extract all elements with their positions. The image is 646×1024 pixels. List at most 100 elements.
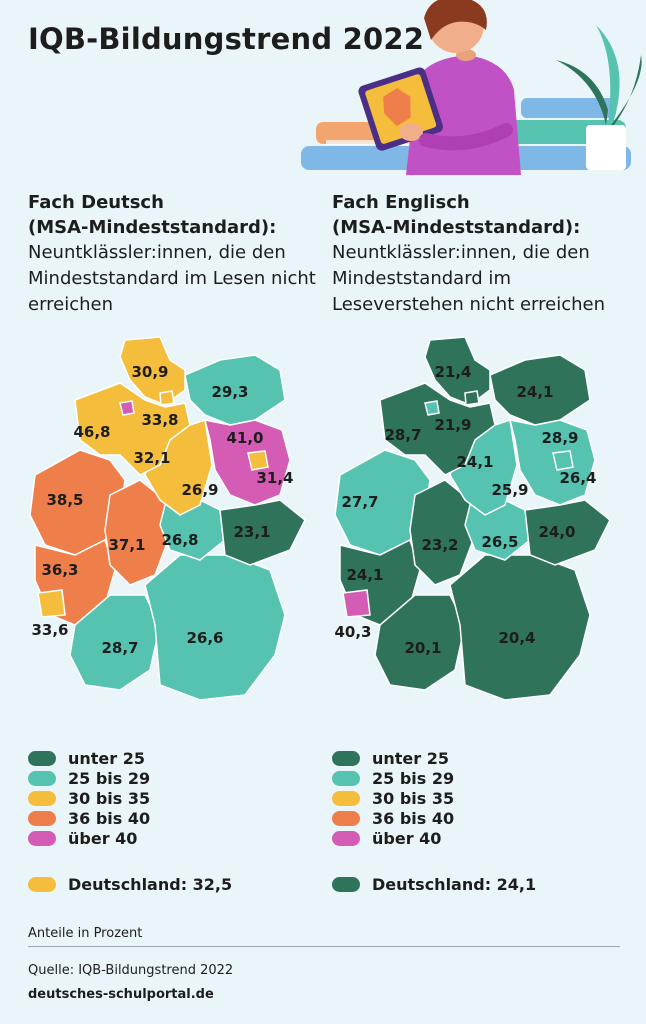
- deutsch-state-bremen: [119, 400, 135, 416]
- germany-map-englisch: 21,4 24,1 28,7 21,9 28,9 24,1 26,4 27,7 25,9 24,0…: [334, 336, 611, 701]
- englisch-state-bayern: [449, 554, 591, 701]
- deutsch-state-hessen: [104, 479, 171, 586]
- deutsch-value-label: 38,5: [46, 491, 83, 509]
- page-title: IQB-Bildungstrend 2022: [28, 22, 425, 56]
- englisch-value-label: 28,9: [541, 429, 578, 447]
- deutsch-value-label: 41,0: [226, 429, 263, 447]
- deutsch-value-label: 26,8: [161, 531, 198, 549]
- deutsch-value-label: 36,3: [41, 561, 78, 579]
- englisch-value-label: 20,1: [404, 639, 441, 657]
- total-englisch: Deutschland: 24,1: [332, 875, 536, 894]
- legend-label: über 40: [68, 828, 138, 848]
- legend-label: 30 bis 35: [372, 788, 455, 808]
- englisch-description: Neuntklässler:innen, die den Mindeststan…: [332, 242, 606, 315]
- legend-label: 25 bis 29: [372, 768, 455, 788]
- englisch-value-label: 28,7: [384, 426, 421, 444]
- deutsch-state-baden-w-rttemberg: [69, 594, 161, 691]
- legend-swatch: [28, 810, 56, 826]
- total-englisch-label: Deutschland: 24,1: [372, 875, 537, 894]
- legend-item: 36 bis 40: [28, 808, 150, 828]
- deutsch-state-hamburg: [159, 390, 175, 406]
- deutsch-state-schleswig-holstein: [119, 336, 186, 406]
- deutsch-value-label: 26,9: [181, 481, 218, 499]
- englisch-state-hessen: [409, 479, 476, 586]
- deutsch-heading: Fach Deutsch (MSA-Mindeststandard): Neun…: [28, 190, 328, 318]
- deutsch-state-bayern: [144, 554, 286, 701]
- legend-label: unter 25: [68, 748, 146, 768]
- englisch-value-label: 24,0: [538, 523, 575, 541]
- legend-englisch: unter 25 25 bis 29 30 bis 35 36 bis 40 über …: [332, 748, 454, 848]
- englisch-subtitle: (MSA-Mindeststandard):: [332, 217, 581, 238]
- legend-swatch: [332, 810, 360, 826]
- englisch-value-label: 25,9: [491, 481, 528, 499]
- englisch-state-bremen: [424, 400, 440, 416]
- englisch-state-schleswig-holstein: [424, 336, 491, 406]
- englisch-value-label: 21,9: [434, 416, 471, 434]
- legend-swatch: [332, 790, 360, 806]
- englisch-value-label: 26,4: [559, 469, 596, 487]
- legend-swatch: [332, 770, 360, 786]
- legend-swatch: [28, 830, 56, 846]
- legend-item: unter 25: [28, 748, 150, 768]
- legend-item: 25 bis 29: [28, 768, 150, 788]
- englisch-heading: Fach Englisch (MSA-Mindeststandard): Neu…: [332, 190, 632, 318]
- englisch-value-label: 40,3: [334, 623, 371, 641]
- englisch-value-label: 24,1: [456, 453, 493, 471]
- legend-label: 36 bis 40: [68, 808, 151, 828]
- deutsch-value-label: 26,6: [186, 629, 223, 647]
- englisch-value-label: 20,4: [498, 629, 535, 647]
- englisch-value-label: 27,7: [341, 493, 378, 511]
- legend-item: 30 bis 35: [28, 788, 150, 808]
- deutsch-value-label: 23,1: [233, 523, 270, 541]
- deutsch-value-label: 33,6: [31, 621, 68, 639]
- legend-item: 36 bis 40: [332, 808, 454, 828]
- legend-item: über 40: [332, 828, 454, 848]
- site-link[interactable]: deutsches-schulportal.de: [28, 987, 214, 1002]
- legend-label: 25 bis 29: [68, 768, 151, 788]
- deutsch-description: Neuntklässler:innen, die den Mindeststan…: [28, 242, 316, 315]
- englisch-value-label: 21,4: [434, 363, 471, 381]
- legend-label: 30 bis 35: [68, 788, 151, 808]
- deutsch-value-label: 30,9: [131, 363, 168, 381]
- legend-item: 25 bis 29: [332, 768, 454, 788]
- legend-label: unter 25: [372, 748, 450, 768]
- englisch-value-label: 23,2: [421, 536, 458, 554]
- reading-student-illustration: [301, 0, 642, 175]
- divider: [28, 946, 620, 947]
- source-text: Quelle: IQB-Bildungstrend 2022: [28, 963, 234, 978]
- total-englisch-swatch: [332, 877, 360, 892]
- englisch-state-baden-w-rttemberg: [374, 594, 466, 691]
- englisch-state-hamburg: [464, 390, 480, 406]
- deutsch-value-label: 37,1: [108, 536, 145, 554]
- deutsch-value-label: 32,1: [133, 449, 170, 467]
- englisch-value-label: 24,1: [516, 383, 553, 401]
- germany-map-deutsch: 30,9 29,3 46,8 33,8 41,0 31,4 32,1 38,5 26,9 23,1…: [29, 336, 306, 701]
- englisch-state-berlin: [552, 450, 574, 471]
- deutsch-value-label: 28,7: [101, 639, 138, 657]
- englisch-value-label: 26,5: [481, 533, 518, 551]
- deutsch-value-label: 46,8: [73, 423, 110, 441]
- legend-swatch: [28, 790, 56, 806]
- legend-label: 36 bis 40: [372, 808, 455, 828]
- deutsch-value-label: 29,3: [211, 383, 248, 401]
- deutsch-state-niedersachsen: [74, 382, 191, 476]
- englisch-state-niedersachsen: [379, 382, 496, 476]
- deutsch-state-saarland: [37, 589, 66, 618]
- legend-item: 30 bis 35: [332, 788, 454, 808]
- deutsch-state-mecklenburg-vorpommern: [184, 354, 286, 426]
- legend-label: über 40: [372, 828, 442, 848]
- legend-item: unter 25: [332, 748, 454, 768]
- legend-deutsch: unter 25 25 bis 29 30 bis 35 36 bis 40 über …: [28, 748, 150, 848]
- legend-swatch: [28, 750, 56, 766]
- legend-swatch: [28, 770, 56, 786]
- deutsch-value-label: 31,4: [256, 469, 293, 487]
- legend-item: über 40: [28, 828, 150, 848]
- deutsch-state-berlin: [247, 450, 269, 471]
- deutsch-title: Fach Deutsch: [28, 192, 164, 213]
- englisch-state-saarland: [342, 589, 371, 618]
- deutsch-state-sachsen: [219, 499, 306, 566]
- englisch-title: Fach Englisch: [332, 192, 470, 213]
- englisch-state-mecklenburg-vorpommern: [489, 354, 591, 426]
- deutsch-subtitle: (MSA-Mindeststandard):: [28, 217, 277, 238]
- legend-swatch: [332, 830, 360, 846]
